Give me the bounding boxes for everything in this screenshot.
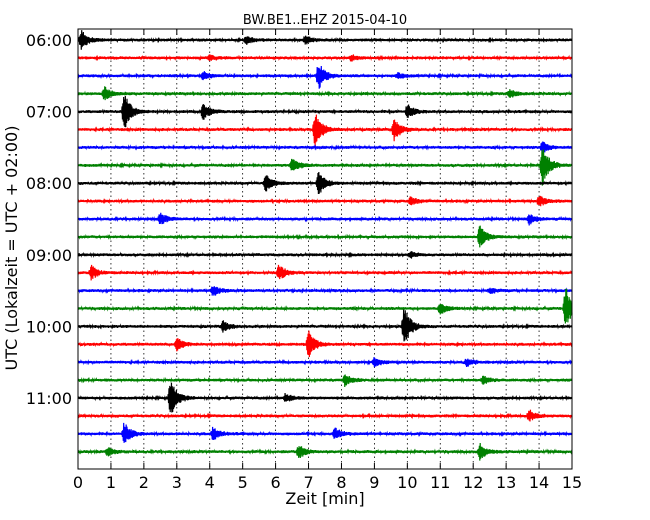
trace-0730 <box>77 141 573 154</box>
y-tick-label: 06:00 <box>26 31 72 50</box>
x-tick-label: 15 <box>562 473 582 492</box>
y-tick-label: 10:00 <box>26 317 72 336</box>
trace-0630 <box>77 65 573 89</box>
trace-1115 <box>77 409 573 422</box>
trace-0930 <box>77 286 573 296</box>
trace-0945 <box>77 288 573 324</box>
x-tick-label: 11 <box>430 473 450 492</box>
x-tick-label: 0 <box>73 473 83 492</box>
trace-0745 <box>77 149 573 186</box>
x-axis-label: Zeit [min] <box>285 489 364 508</box>
trace-1130 <box>77 422 573 443</box>
x-tick-label: 5 <box>238 473 248 492</box>
x-tick-label: 4 <box>205 473 215 492</box>
trace-0830 <box>77 212 573 226</box>
trace-0800 <box>77 172 573 194</box>
x-tick-label: 8 <box>336 473 346 492</box>
x-tick-label: 3 <box>172 473 182 492</box>
plot-frame <box>77 28 573 470</box>
x-tick-label: 1 <box>106 473 116 492</box>
seismic-traces <box>77 30 573 461</box>
x-tick-label: 13 <box>496 473 516 492</box>
trace-0600 <box>77 30 573 50</box>
x-tick-label: 12 <box>463 473 483 492</box>
trace-1145 <box>77 443 573 461</box>
x-tick-label: 7 <box>303 473 313 492</box>
y-tick-label: 08:00 <box>26 174 72 193</box>
trace-1000 <box>77 309 573 342</box>
y-tick-label: 07:00 <box>26 103 72 122</box>
x-tick-label: 14 <box>529 473 549 492</box>
y-axis-label: UTC (Lokalzeit = UTC + 02:00) <box>2 126 21 371</box>
y-tick-label: 11:00 <box>26 389 72 408</box>
trace-0700 <box>77 96 573 128</box>
x-tick-label: 9 <box>369 473 379 492</box>
grid-lines <box>78 29 572 469</box>
trace-0915 <box>77 264 573 281</box>
x-tick-label: 10 <box>397 473 417 492</box>
trace-1030 <box>77 357 573 368</box>
trace-1015 <box>77 330 573 358</box>
trace-0900 <box>77 251 573 259</box>
trace-0815 <box>77 195 573 207</box>
trace-0645 <box>77 86 573 101</box>
trace-0615 <box>77 54 573 62</box>
x-tick-label: 6 <box>271 473 281 492</box>
trace-1045 <box>77 374 573 388</box>
trace-0715 <box>77 114 573 147</box>
trace-1100 <box>77 382 573 413</box>
axis-ticks: 0 1 2 3 4 5 6 7 8 9 10 11 12 13 14 1506:0007:0008:0009:… <box>26 29 582 492</box>
trace-0845 <box>77 225 573 248</box>
x-tick-label: 2 <box>139 473 149 492</box>
y-tick-label: 09:00 <box>26 246 72 265</box>
chart-title: BW.BE1..EHZ 2015-04-10 <box>243 13 407 28</box>
